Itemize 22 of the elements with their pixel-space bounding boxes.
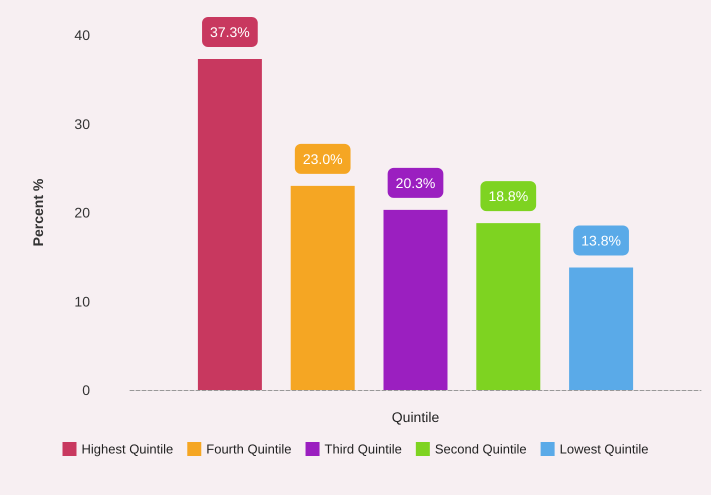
y-axis-title: Percent % (30, 178, 46, 246)
legend-label: Lowest Quintile (560, 442, 649, 456)
bar (290, 186, 355, 390)
y-tick-label: 10 (74, 293, 90, 310)
y-tick-label: 40 (74, 27, 90, 43)
data-label: 20.3% (396, 174, 436, 191)
bar (476, 223, 540, 390)
data-label: 13.8% (581, 232, 621, 249)
y-tick-label: 0 (82, 382, 90, 398)
data-label: 18.8% (488, 188, 528, 204)
bar (198, 58, 262, 390)
bar (569, 268, 634, 390)
y-tick-label: 30 (74, 116, 90, 132)
x-axis-title: Quintile (392, 409, 440, 425)
legend-label: Highest Quintile (82, 442, 174, 456)
y-tick-label: 20 (74, 204, 90, 220)
data-label: 37.3% (210, 24, 250, 40)
legend-label: Fourth Quintile (206, 442, 292, 456)
legend-label: Second Quintile (434, 442, 527, 456)
bar (384, 210, 448, 390)
data-label: 23.0% (302, 150, 343, 167)
legend-label: Third Quintile (324, 442, 402, 456)
